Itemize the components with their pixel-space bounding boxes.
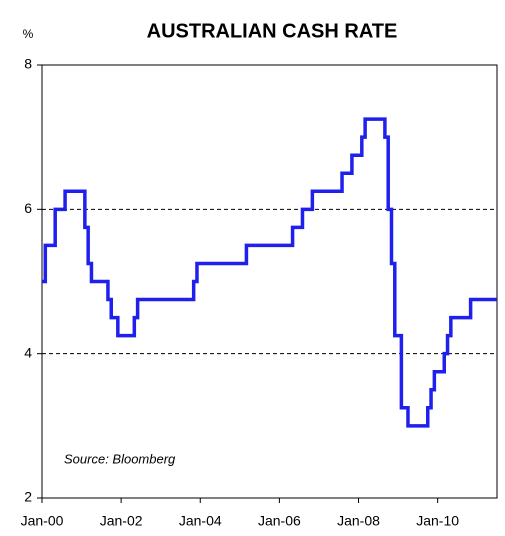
- y-tick-label: 8: [24, 56, 32, 72]
- y-tick-label: 4: [24, 344, 32, 360]
- x-tick-label: Jan-08: [337, 513, 380, 529]
- x-tick-label: Jan-02: [100, 513, 143, 529]
- x-tick-label: Jan-06: [258, 513, 301, 529]
- y-axis-label: %: [23, 27, 34, 41]
- y-tick-label: 6: [24, 200, 32, 216]
- y-tick-label: 2: [24, 489, 32, 505]
- x-tick-label: Jan-10: [416, 513, 459, 529]
- x-tick-label: Jan-04: [179, 513, 222, 529]
- chart-title: AUSTRALIAN CASH RATE: [147, 20, 398, 42]
- plot-frame: [41, 64, 498, 499]
- data-line: [42, 117, 497, 428]
- x-tick-label: Jan-00: [21, 513, 64, 529]
- source-note: Source: Bloomberg: [64, 451, 176, 466]
